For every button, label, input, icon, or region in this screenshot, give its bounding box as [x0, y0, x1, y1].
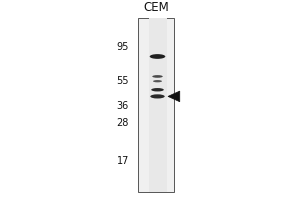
Ellipse shape — [150, 94, 165, 98]
Bar — [138, 18, 174, 192]
Text: 55: 55 — [116, 76, 129, 86]
Ellipse shape — [150, 54, 165, 59]
Polygon shape — [168, 91, 180, 102]
Text: 28: 28 — [117, 118, 129, 128]
Text: CEM: CEM — [143, 1, 169, 14]
Text: 36: 36 — [117, 101, 129, 111]
Bar — [148, 18, 166, 192]
Text: 17: 17 — [117, 156, 129, 166]
Ellipse shape — [152, 75, 163, 78]
Ellipse shape — [151, 88, 164, 91]
Text: 95: 95 — [117, 42, 129, 52]
Ellipse shape — [153, 80, 162, 82]
